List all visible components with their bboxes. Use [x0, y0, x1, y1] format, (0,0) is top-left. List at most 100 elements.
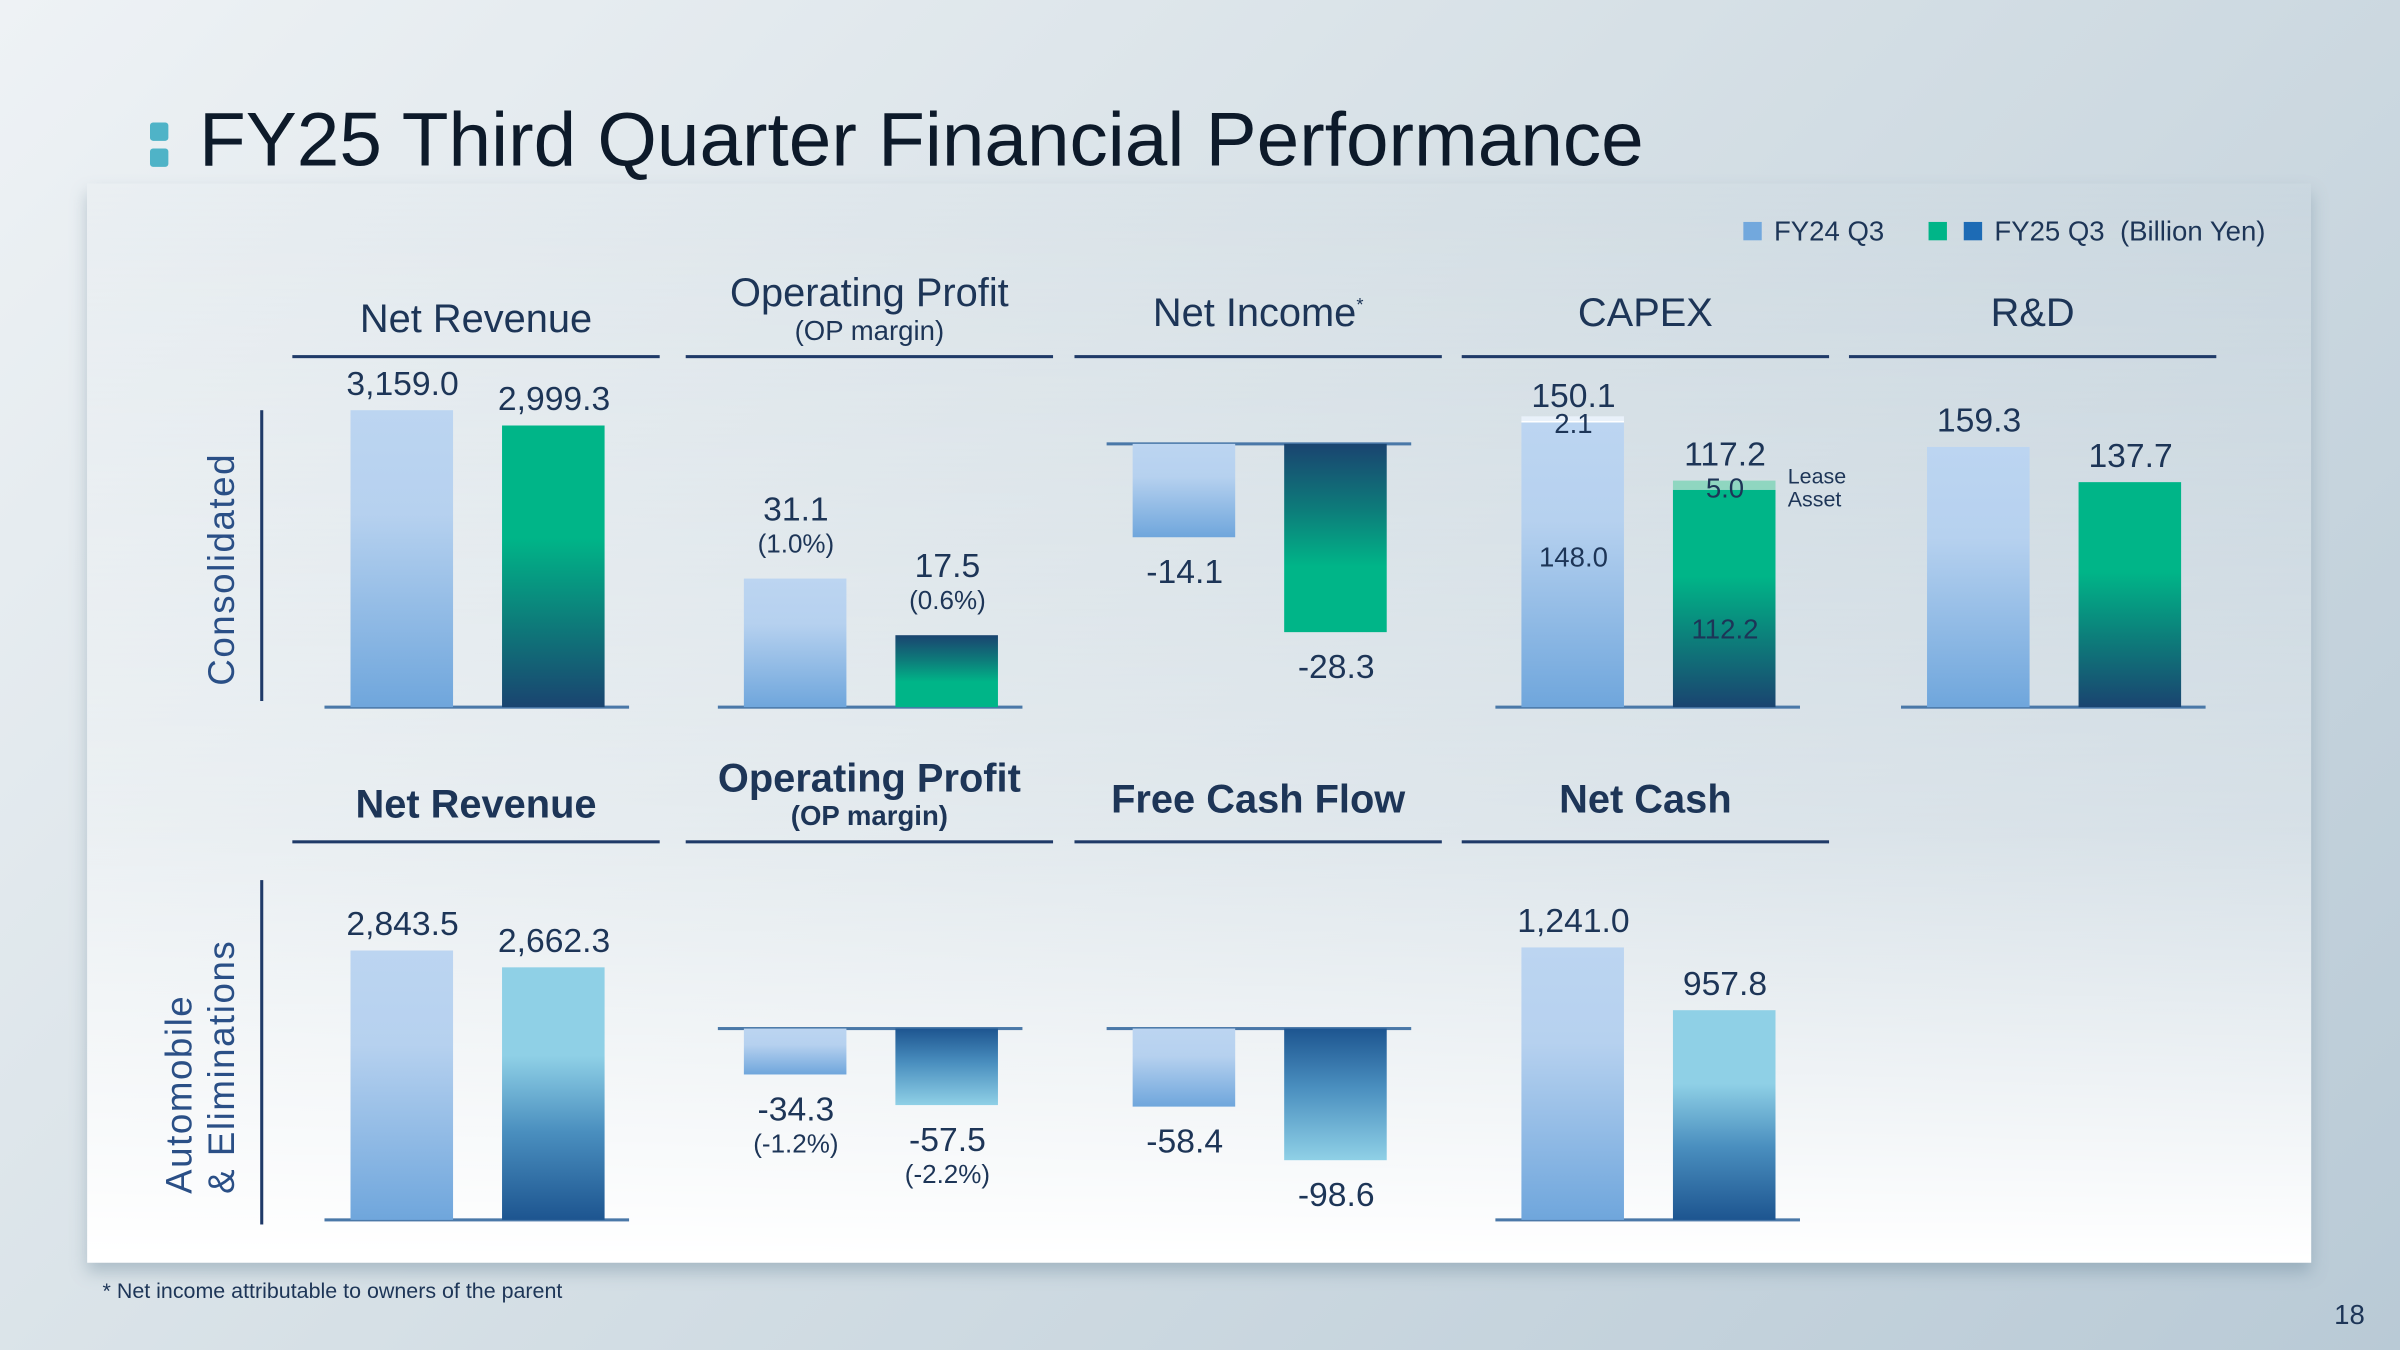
chart-title-text: Operating Profit — [717, 754, 1021, 801]
chart-axis-line — [717, 1027, 1023, 1031]
margin-label: (0.6%) — [909, 585, 986, 615]
margin-label: (1.0%) — [757, 529, 835, 559]
footnote: * Net income attributable to owners of t… — [102, 1278, 563, 1303]
value-label: 159.3 — [1936, 401, 2022, 440]
value-label: 2,843.5 — [346, 904, 459, 943]
legend-label-fy25: FY25 Q3 (Billion Yen) — [1994, 216, 2265, 248]
bar-fy24 — [1132, 1028, 1236, 1107]
legend-swatch-fy25-blue — [1963, 221, 1983, 241]
chart-title: CAPEX — [1462, 289, 1829, 336]
chart-title: Operating Profit — [686, 755, 1053, 802]
chart-title-underline — [1074, 840, 1442, 844]
chart-axis-line — [324, 1218, 630, 1222]
value-label: 957.8 — [1682, 963, 1768, 1002]
chart-title-underline — [292, 355, 660, 359]
lease-line1: Lease — [1787, 463, 1847, 489]
chart-axis-line — [324, 705, 630, 709]
segment-label: 148.0 — [1538, 542, 1608, 573]
bar-fy24 — [350, 410, 454, 708]
chart-title-text: Net Revenue — [359, 295, 593, 342]
value-label: -34.3 — [757, 1089, 835, 1128]
bar-fy25 — [895, 1028, 998, 1106]
segment-label: 2.1 — [1554, 408, 1593, 440]
bar-fy25 — [895, 634, 998, 708]
value-label: -98.6 — [1297, 1175, 1375, 1214]
value-label: 137.7 — [2088, 436, 2173, 475]
chart-title-text: Operating Profit — [730, 269, 1009, 316]
value-label: 117.2 — [1684, 434, 1766, 473]
margin-label: (-2.2%) — [904, 1160, 991, 1190]
chart-axis-line — [1495, 1218, 1800, 1222]
bar-lease-segment — [1672, 480, 1776, 490]
chart-title-text: Net Cash — [1559, 776, 1732, 822]
chart-title: Net Cash — [1462, 776, 1829, 823]
chart-title-underline — [292, 840, 660, 844]
bar-fy25 — [2078, 482, 2182, 708]
legend-label-fy24: FY24 Q3 — [1773, 215, 1885, 247]
bar-fy24 — [1521, 420, 1624, 708]
margin-label: (-1.2%) — [753, 1129, 839, 1159]
bar-fy24 — [743, 1028, 847, 1075]
chart-subtitle: (OP margin) — [794, 315, 945, 346]
chart-subtitle: (OP margin) — [790, 800, 948, 832]
bar-fy25 — [1284, 443, 1387, 632]
row-divider — [260, 410, 264, 702]
chart-title-text: R&D — [1990, 289, 2075, 336]
value-label: 2,662.3 — [497, 921, 611, 960]
title-bullet-icon — [149, 122, 169, 141]
legend-swatch-fy24 — [1743, 221, 1762, 241]
bar-fy25 — [1284, 1028, 1387, 1160]
value-label: -57.5 — [909, 1120, 986, 1159]
chart-title: Operating Profit — [686, 269, 1053, 316]
chart-title-text: Net Revenue — [355, 780, 597, 827]
row-label-automobile: Automobile & Eliminations — [159, 940, 245, 1194]
bar-fy24 — [1927, 446, 2030, 708]
chart-title-underline — [1848, 355, 2217, 359]
value-label: 17.5 — [914, 546, 981, 585]
bar-lease-segment — [1521, 416, 1624, 422]
chart-title-text: Free Cash Flow — [1111, 776, 1406, 822]
chart-title: Free Cash Flow — [1074, 776, 1441, 823]
lease-line2: Asset — [1787, 486, 1842, 512]
row-label-line2: & Eliminations — [202, 939, 244, 1194]
bar-fy24 — [350, 950, 454, 1220]
chart-axis-line — [1495, 705, 1800, 709]
bar-fy24 — [1132, 443, 1236, 538]
chart-axis-line — [1901, 705, 2206, 709]
chart-title-underline — [685, 840, 1054, 844]
lease-asset-label: Lease Asset — [1788, 465, 1846, 511]
title-bullet-icon — [149, 148, 169, 167]
chart-axis-line — [717, 705, 1023, 709]
bar-fy25 — [502, 967, 605, 1220]
value-label: 1,241.0 — [1517, 901, 1630, 940]
bar-fy24 — [743, 578, 847, 708]
legend-unit: (Billion Yen) — [2119, 215, 2266, 247]
page-number: 18 — [2334, 1299, 2365, 1331]
page-title: FY25 Third Quarter Financial Performance — [198, 96, 1644, 183]
legend-swatch-fy25-green — [1928, 221, 1947, 241]
chart-title-text: Net Income — [1152, 289, 1357, 336]
chart-axis-line — [1106, 442, 1412, 446]
value-label: 31.1 — [763, 489, 829, 529]
bar-fy25 — [502, 425, 605, 708]
segment-label: 112.2 — [1691, 613, 1759, 645]
row-label-consolidated: Consolidated — [202, 452, 244, 686]
chart-title: Net Income* — [1074, 289, 1441, 336]
bar-fy25 — [1672, 489, 1776, 708]
chart-title-underline — [1074, 355, 1442, 359]
footnote-mark: * — [1356, 294, 1364, 316]
chart-axis-line — [1106, 1027, 1412, 1031]
value-label: -28.3 — [1297, 646, 1375, 685]
row-divider — [260, 880, 264, 1225]
chart-title-text: CAPEX — [1577, 289, 1713, 336]
chart-title-underline — [685, 355, 1054, 359]
value-label: 150.1 — [1531, 376, 1616, 415]
bar-fy24 — [1521, 947, 1624, 1220]
chart-title: Net Revenue — [292, 781, 659, 828]
value-label: -14.1 — [1146, 552, 1224, 591]
value-label: 3,159.0 — [346, 364, 459, 403]
chart-title-underline — [1461, 355, 1830, 359]
bar-fy25 — [1672, 1009, 1776, 1220]
chart-title: R&D — [1849, 289, 2216, 336]
